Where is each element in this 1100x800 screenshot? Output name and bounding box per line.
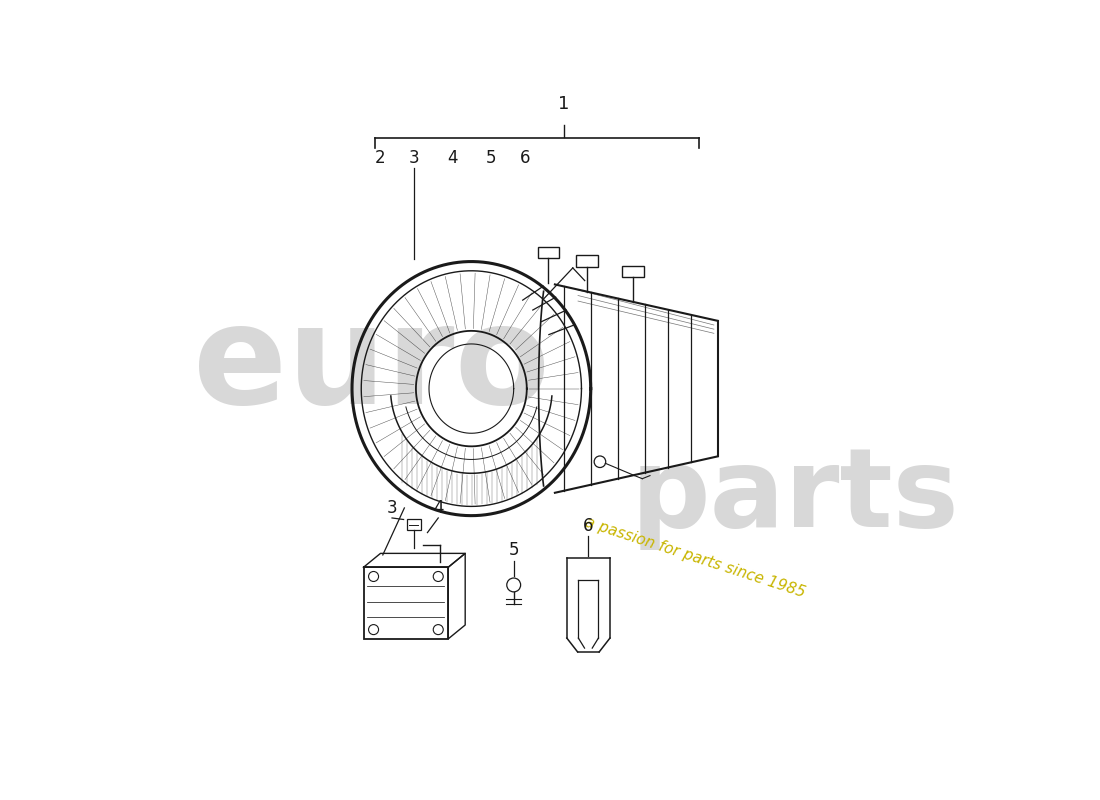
Text: 2: 2 bbox=[375, 149, 386, 166]
Text: a passion for parts since 1985: a passion for parts since 1985 bbox=[583, 515, 806, 601]
Text: 6: 6 bbox=[520, 149, 530, 166]
Bar bbox=[363, 567, 449, 639]
Text: 5: 5 bbox=[485, 149, 496, 166]
Text: 6: 6 bbox=[583, 517, 594, 535]
Text: 3: 3 bbox=[387, 499, 397, 518]
Text: euro: euro bbox=[192, 298, 550, 433]
Bar bbox=[623, 266, 643, 278]
Text: parts: parts bbox=[630, 443, 959, 550]
Bar bbox=[538, 246, 559, 258]
Text: 3: 3 bbox=[408, 149, 419, 166]
Text: 1: 1 bbox=[558, 95, 570, 113]
Bar bbox=[576, 255, 597, 267]
Text: 4: 4 bbox=[433, 499, 443, 518]
Text: 5: 5 bbox=[508, 541, 519, 559]
Text: 4: 4 bbox=[447, 149, 458, 166]
Bar bbox=[407, 518, 420, 530]
